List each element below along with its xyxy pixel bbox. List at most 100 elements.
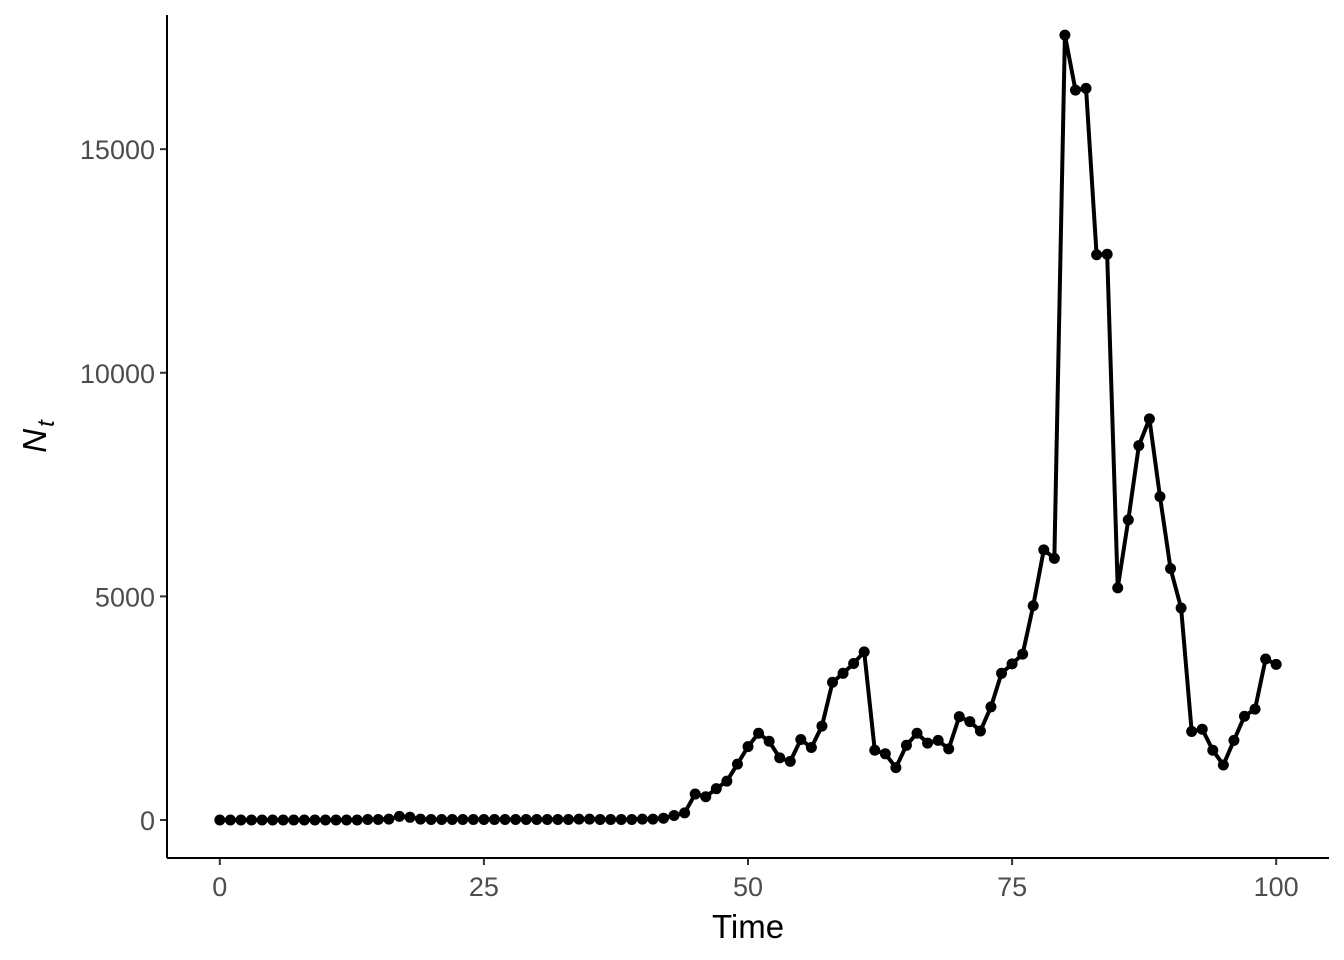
data-point <box>689 788 701 800</box>
data-point <box>922 737 934 749</box>
data-point <box>404 811 416 823</box>
data-point <box>1027 600 1039 612</box>
data-point <box>520 814 532 826</box>
data-point <box>996 667 1008 679</box>
data-point <box>415 813 427 825</box>
x-tick-label: 25 <box>469 872 499 902</box>
data-point <box>383 813 395 825</box>
data-point <box>721 775 733 787</box>
data-point <box>594 814 606 826</box>
data-point <box>246 814 258 826</box>
data-point <box>1101 248 1113 260</box>
data-point <box>446 814 458 826</box>
data-point <box>668 810 680 822</box>
data-point <box>235 814 247 826</box>
data-point <box>869 744 881 756</box>
data-point <box>763 735 775 747</box>
data-point <box>953 711 965 723</box>
data-point <box>298 814 310 826</box>
data-point <box>1143 413 1155 425</box>
data-point <box>753 727 765 739</box>
data-point <box>1017 648 1029 660</box>
data-point <box>1196 723 1208 735</box>
data-point <box>827 676 839 688</box>
data-point <box>774 752 786 764</box>
x-axis-title: Time <box>712 908 784 945</box>
data-point <box>552 814 564 826</box>
data-point <box>816 720 828 732</box>
x-tick-label: 50 <box>733 872 763 902</box>
y-axis-title-main: N <box>16 429 53 453</box>
data-point <box>584 813 596 825</box>
y-tick-label: 0 <box>140 806 155 836</box>
data-point <box>425 814 437 826</box>
data-point <box>1270 658 1282 670</box>
data-point <box>1217 759 1229 771</box>
data-point <box>1228 734 1240 746</box>
data-point <box>795 733 807 745</box>
data-point <box>372 814 384 826</box>
data-point <box>657 812 669 824</box>
data-point <box>362 814 374 826</box>
data-point <box>1260 653 1272 665</box>
x-tick-label: 0 <box>212 872 227 902</box>
data-point <box>351 814 363 826</box>
data-point <box>499 814 511 826</box>
data-point <box>1048 552 1060 564</box>
data-point <box>214 814 226 826</box>
data-point <box>1069 84 1081 96</box>
data-point <box>848 657 860 669</box>
data-point <box>573 813 585 825</box>
y-axis-ticks: 0 5000 10000 15000 <box>80 135 167 836</box>
data-point <box>858 646 870 658</box>
data-point <box>309 814 321 826</box>
data-point <box>1154 491 1166 503</box>
data-point <box>647 813 659 825</box>
data-point <box>1175 602 1187 614</box>
data-point <box>943 743 955 755</box>
data-point <box>467 814 479 826</box>
data-point <box>1059 29 1071 41</box>
y-tick-label: 15000 <box>80 135 155 165</box>
data-point <box>731 758 743 770</box>
data-point <box>1207 744 1219 756</box>
data-point <box>330 814 342 826</box>
y-tick-label: 10000 <box>80 359 155 389</box>
data-point <box>742 741 754 753</box>
data-point <box>679 807 691 819</box>
data-point <box>700 791 712 803</box>
data-point <box>985 701 997 713</box>
data-point <box>531 814 543 826</box>
data-point <box>267 814 279 826</box>
data-point <box>911 727 923 739</box>
data-point <box>964 716 976 728</box>
data-point <box>1112 582 1124 594</box>
y-axis-title: Nt <box>16 419 60 453</box>
data-point <box>224 814 236 826</box>
data-point <box>837 667 849 679</box>
data-point <box>1006 658 1018 670</box>
data-point <box>784 755 796 767</box>
data-point <box>436 814 448 826</box>
data-point <box>890 762 902 774</box>
data-point <box>488 814 500 826</box>
data-point <box>932 734 944 746</box>
data-point <box>710 783 722 795</box>
x-axis-ticks: 0 25 50 75 100 <box>212 858 1299 902</box>
data-point <box>1165 563 1177 575</box>
series-line <box>219 33 1278 822</box>
y-axis-title-subscript: t <box>33 419 60 427</box>
data-point <box>393 810 405 822</box>
data-point <box>541 814 553 826</box>
data-point <box>562 814 574 826</box>
data-point <box>900 739 912 751</box>
data-point <box>1080 82 1092 94</box>
data-point <box>288 814 300 826</box>
data-point <box>1091 249 1103 261</box>
y-tick-label: 5000 <box>95 582 155 612</box>
data-point <box>605 814 617 826</box>
data-point <box>510 814 522 826</box>
data-point <box>805 742 817 754</box>
data-point <box>1122 514 1134 526</box>
